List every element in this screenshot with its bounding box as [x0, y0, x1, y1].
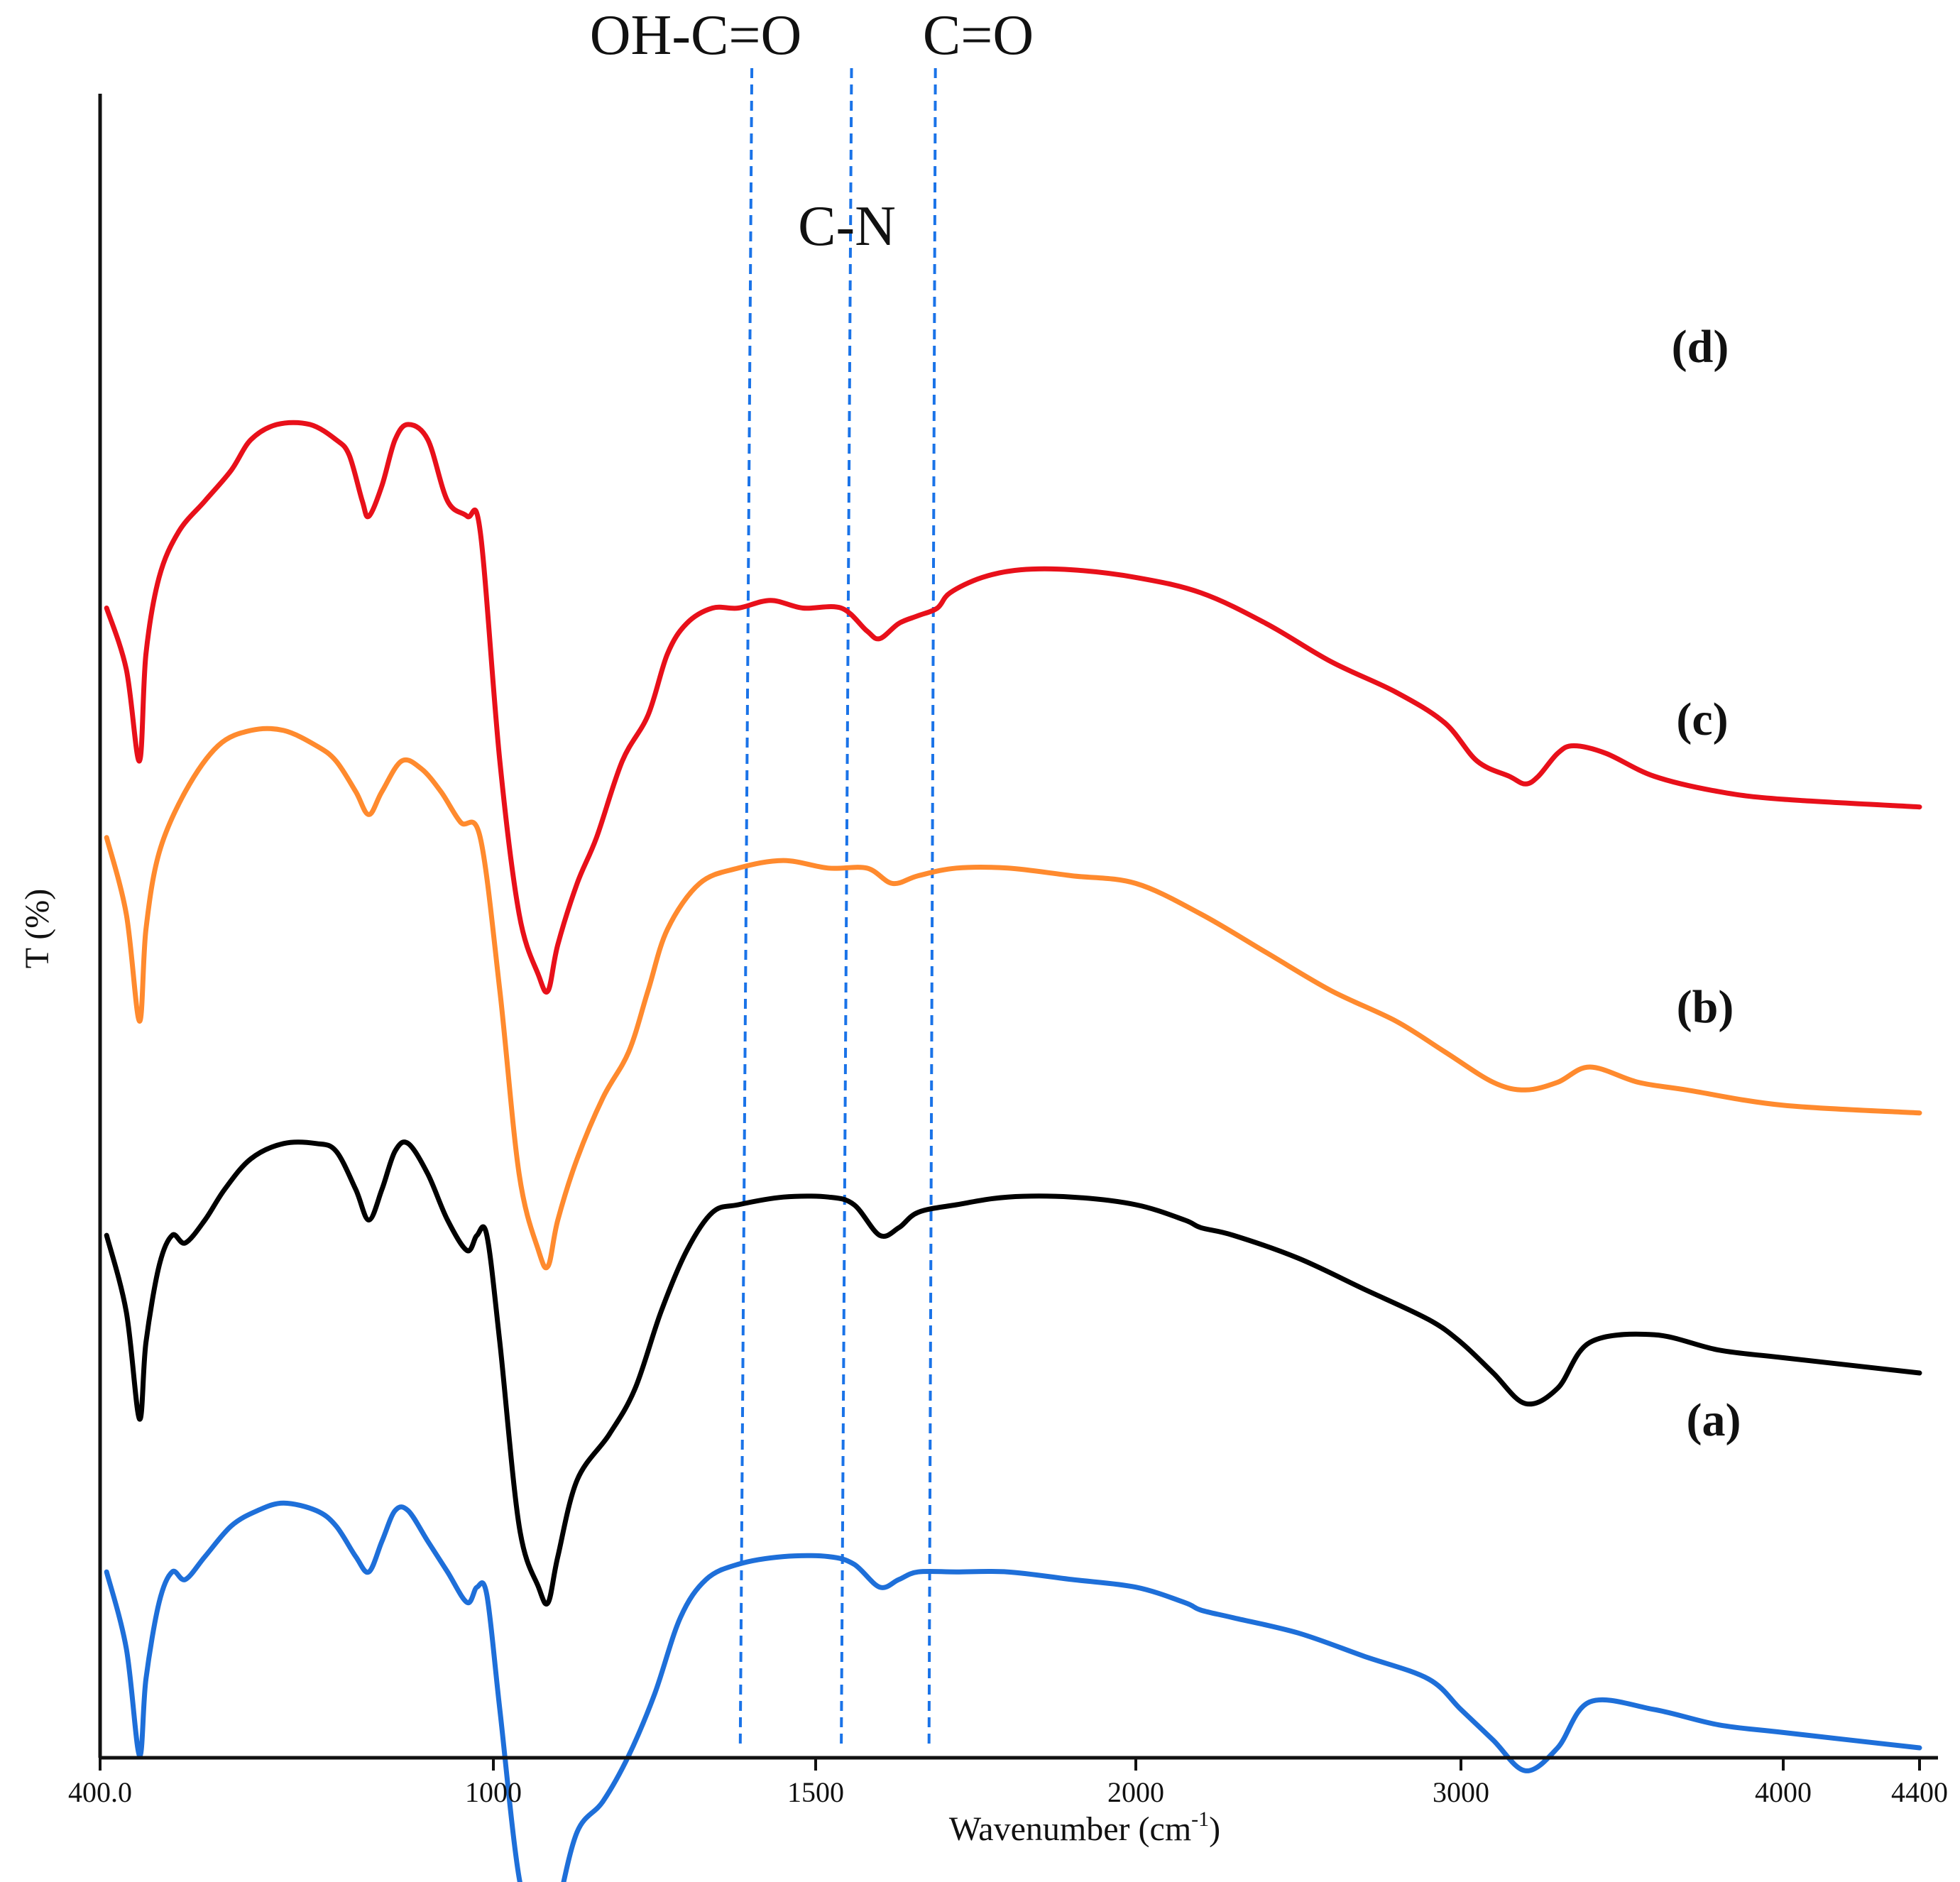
guide-label-C-N: C-N: [798, 195, 896, 258]
series-a-line: [104, 1500, 1922, 1882]
spectra: [104, 420, 1922, 1882]
x-tick-label-4400: 4400: [1891, 1776, 1948, 1808]
series-labels: (d) (c) (b) (a): [1672, 321, 1741, 1446]
guide-label-OH-C=O: OH-C=O: [590, 4, 801, 67]
x-tick-label-1000: 1000: [465, 1776, 522, 1808]
series-b-line: [104, 1139, 1922, 1607]
series-d-line: [104, 420, 1922, 995]
series-c-line: [104, 726, 1922, 1271]
x-tick-label-4000: 4000: [1755, 1776, 1812, 1808]
x-tick-label-1500: 1500: [787, 1776, 844, 1808]
x-axis-title: Wavenumber (cm-1): [949, 1807, 1220, 1848]
guide-label-C=O: C=O: [923, 4, 1034, 67]
guide-line-C-N: [840, 67, 853, 1747]
series-b-label: (b): [1677, 981, 1734, 1033]
series-c-label: (c): [1676, 694, 1728, 745]
series-a-label: (a): [1687, 1394, 1741, 1446]
y-axis-title: T (%): [18, 889, 56, 968]
guide-line-OH-C=O: [738, 67, 754, 1747]
x-axis-ticks: 400.0 1000 1500 2000 3000 4000 4400: [68, 1758, 1948, 1808]
guide-line-C=O: [927, 67, 937, 1747]
x-tick-label-400.0: 400.0: [68, 1776, 132, 1808]
reference-guides: OH-C=O C-N C=O: [590, 4, 1034, 1747]
x-tick-label-3000: 3000: [1433, 1776, 1489, 1808]
series-d-label: (d): [1672, 321, 1729, 373]
x-tick-label-2000: 2000: [1107, 1776, 1164, 1808]
axes: [98, 94, 1938, 1760]
